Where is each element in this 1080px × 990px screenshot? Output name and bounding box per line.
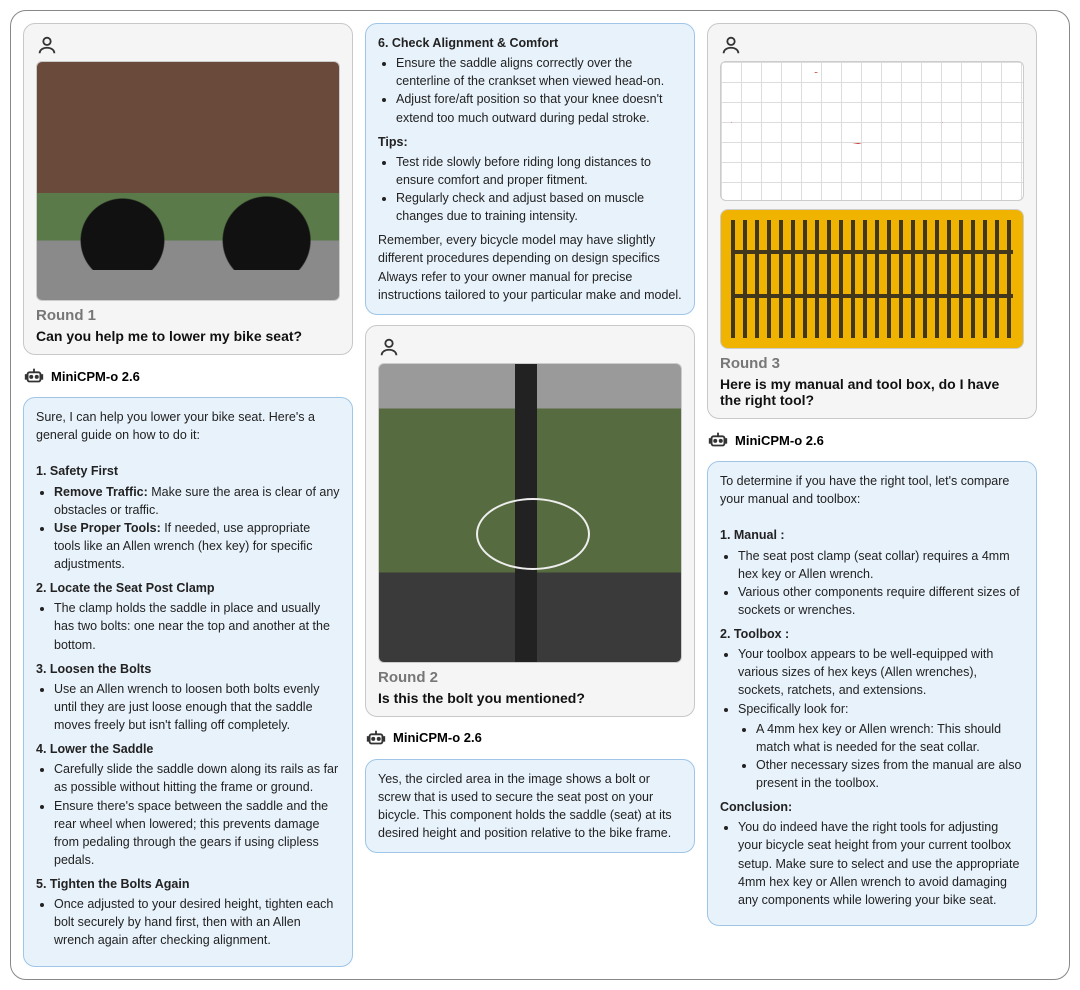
column-2: 6. Check Alignment & Comfort Ensure the …: [365, 23, 695, 967]
list-item: Use an Allen wrench to loosen both bolts…: [54, 680, 340, 734]
step2-title: 2. Locate the Seat Post Clamp: [36, 581, 215, 595]
round-label: Round 1: [36, 307, 340, 324]
list-item: Carefully slide the saddle down along it…: [54, 760, 340, 796]
intro-text: Sure, I can help you lower your bike sea…: [36, 408, 340, 444]
image-bike: [36, 61, 340, 301]
list-item: Ensure there's space between the saddle …: [54, 797, 340, 870]
list-item: Your toolbox appears to be well-equipped…: [738, 645, 1024, 699]
assistant-name: MiniCPM-o 2.6: [393, 730, 482, 745]
list-item: Remove Traffic: Make sure the area is cl…: [54, 483, 340, 519]
list-item: Test ride slowly before riding long dist…: [396, 153, 682, 189]
answer-text: Yes, the circled area in the image shows…: [378, 772, 672, 840]
round-label: Round 3: [720, 355, 1024, 372]
manual-title: 1. Manual :: [720, 528, 785, 542]
step5-title: 5. Tighten the Bolts Again: [36, 877, 189, 891]
image-seatpost: [378, 363, 682, 663]
assistant-name: MiniCPM-o 2.6: [735, 433, 824, 448]
list-item: Various other components require differe…: [738, 583, 1024, 619]
user-question: Is this the bolt you mentioned?: [378, 690, 682, 706]
assistant-bubble-1: Sure, I can help you lower your bike sea…: [23, 397, 353, 967]
list-item: You do indeed have the right tools for a…: [738, 818, 1024, 909]
column-3: Round 3 Here is my manual and tool box, …: [707, 23, 1037, 967]
figure-container: Round 1 Can you help me to lower my bike…: [10, 10, 1070, 980]
assistant-label: MiniCPM-o 2.6: [365, 727, 695, 749]
step1-title: 1. Safety First: [36, 464, 118, 478]
list-item: The clamp holds the saddle in place and …: [54, 599, 340, 653]
user-icon: [378, 336, 400, 358]
step6-title: 6. Check Alignment & Comfort: [378, 36, 558, 50]
assistant-bubble-2: Yes, the circled area in the image shows…: [365, 759, 695, 854]
user-question: Here is my manual and tool box, do I hav…: [720, 376, 1024, 408]
assistant-bubble-1-continued: 6. Check Alignment & Comfort Ensure the …: [365, 23, 695, 315]
user-icon: [720, 34, 742, 56]
list-item: Adjust fore/aft position so that your kn…: [396, 90, 682, 126]
user-card-round3: Round 3 Here is my manual and tool box, …: [707, 23, 1037, 419]
assistant-name: MiniCPM-o 2.6: [51, 369, 140, 384]
assistant-label: MiniCPM-o 2.6: [23, 365, 353, 387]
toolbox-title: 2. Toolbox :: [720, 627, 789, 641]
step3-title: 3. Loosen the Bolts: [36, 662, 151, 676]
round-label: Round 2: [378, 669, 682, 686]
image-manual: [720, 61, 1024, 201]
list-item: Regularly check and adjust based on musc…: [396, 189, 682, 225]
list-item: Once adjusted to your desired height, ti…: [54, 895, 340, 949]
list-item: Ensure the saddle aligns correctly over …: [396, 54, 682, 90]
list-item: Other necessary sizes from the manual ar…: [756, 756, 1024, 792]
user-icon: [36, 34, 58, 56]
list-item: Use Proper Tools: If needed, use appropr…: [54, 519, 340, 573]
outro-text: Remember, every bicycle model may have s…: [378, 231, 682, 304]
list-item: A 4mm hex key or Allen wrench: This shou…: [756, 720, 1024, 756]
list-item: Specifically look for: A 4mm hex key or …: [738, 700, 1024, 793]
list-item: The seat post clamp (seat collar) requir…: [738, 547, 1024, 583]
column-1: Round 1 Can you help me to lower my bike…: [23, 23, 353, 967]
conclusion-title: Conclusion:: [720, 800, 792, 814]
tips-title: Tips:: [378, 135, 408, 149]
user-card-round2: Round 2 Is this the bolt you mentioned?: [365, 325, 695, 717]
step4-title: 4. Lower the Saddle: [36, 742, 153, 756]
intro-text: To determine if you have the right tool,…: [720, 472, 1024, 508]
image-toolbox: [720, 209, 1024, 349]
assistant-bubble-3: To determine if you have the right tool,…: [707, 461, 1037, 926]
assistant-label: MiniCPM-o 2.6: [707, 429, 1037, 451]
user-question: Can you help me to lower my bike seat?: [36, 328, 340, 344]
user-card-round1: Round 1 Can you help me to lower my bike…: [23, 23, 353, 355]
